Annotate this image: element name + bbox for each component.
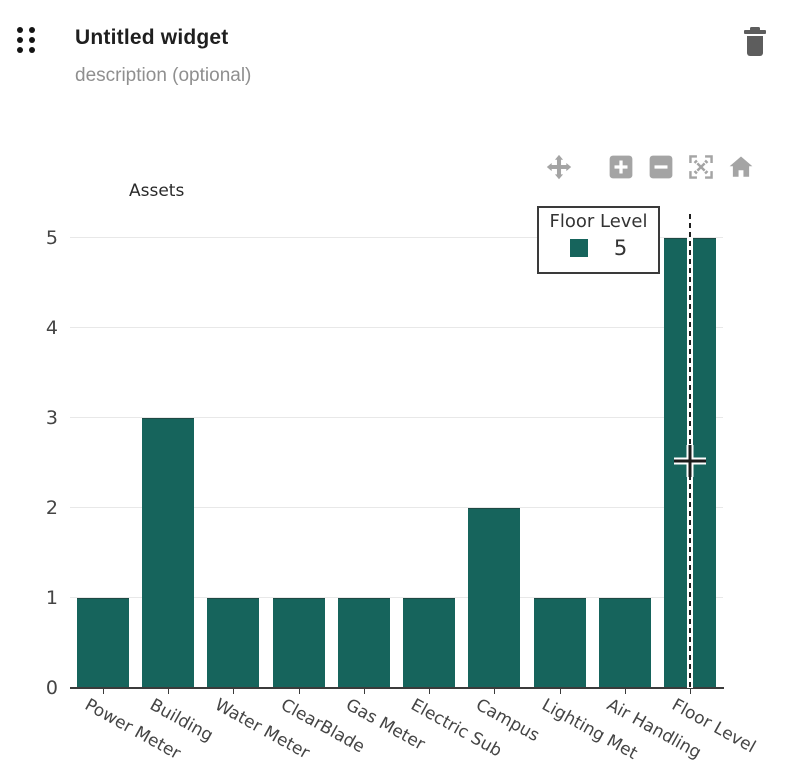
tooltip-swatch bbox=[569, 239, 588, 257]
zoom-out-icon[interactable] bbox=[648, 154, 674, 180]
home-icon[interactable] bbox=[728, 154, 754, 180]
x-axis-tick bbox=[690, 689, 692, 694]
gridline bbox=[70, 237, 723, 238]
y-tick-label: 4 bbox=[45, 317, 58, 339]
bar[interactable] bbox=[533, 598, 586, 689]
x-axis-line bbox=[70, 687, 724, 689]
chart-modebar bbox=[546, 154, 754, 180]
delete-widget-button[interactable] bbox=[741, 25, 769, 59]
hover-tooltip: Floor Level 5 bbox=[537, 206, 660, 274]
hover-line bbox=[687, 214, 693, 688]
pan-icon[interactable] bbox=[546, 154, 572, 180]
gridline bbox=[70, 417, 723, 418]
x-axis-tick bbox=[363, 689, 365, 694]
x-axis-tick bbox=[233, 689, 235, 694]
legend-item-assets[interactable]: Assets bbox=[91, 181, 184, 201]
bar[interactable] bbox=[207, 598, 260, 689]
bar[interactable] bbox=[76, 598, 129, 689]
bar[interactable] bbox=[272, 598, 325, 689]
widget-title: Untitled widget bbox=[75, 26, 229, 49]
bar[interactable] bbox=[468, 508, 521, 689]
bar[interactable] bbox=[337, 598, 390, 689]
gridline bbox=[70, 597, 723, 598]
legend-swatch bbox=[91, 181, 111, 201]
x-axis-tick bbox=[625, 689, 627, 694]
x-axis-tick bbox=[429, 689, 431, 694]
x-axis-tick bbox=[167, 689, 169, 694]
x-axis-tick bbox=[102, 689, 104, 694]
tooltip-title: Floor Level bbox=[549, 211, 648, 232]
trash-icon bbox=[744, 27, 766, 56]
legend-label: Assets bbox=[129, 181, 185, 201]
y-tick-label: 1 bbox=[45, 587, 58, 609]
tooltip-value: 5 bbox=[613, 236, 628, 260]
x-axis-tick bbox=[298, 689, 300, 694]
bar[interactable] bbox=[141, 418, 194, 689]
autoscale-icon[interactable] bbox=[688, 154, 714, 180]
x-axis-tick bbox=[494, 689, 496, 694]
y-tick-label: 0 bbox=[45, 677, 58, 699]
y-tick-label: 2 bbox=[45, 497, 58, 519]
y-tick-label: 3 bbox=[45, 407, 58, 429]
gridline bbox=[70, 327, 723, 328]
gridline bbox=[70, 507, 723, 508]
widget-description-field[interactable]: description (optional) bbox=[75, 65, 252, 86]
drag-handle-icon[interactable] bbox=[17, 27, 35, 53]
x-axis-tick bbox=[559, 689, 561, 694]
zoom-in-icon[interactable] bbox=[608, 154, 634, 180]
bar[interactable] bbox=[403, 598, 456, 689]
y-tick-label: 5 bbox=[45, 227, 58, 249]
bar[interactable] bbox=[599, 598, 652, 689]
